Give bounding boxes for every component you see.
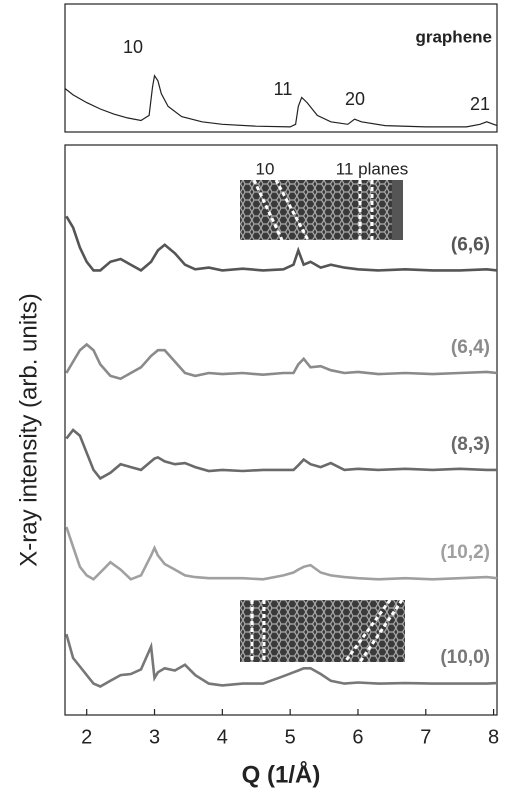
- data-line: [65, 215, 498, 272]
- x-tick-label: 3: [149, 726, 160, 748]
- annotation: 20: [345, 89, 365, 109]
- series-label: (6,6): [451, 234, 490, 255]
- x-tick-label: 2: [81, 726, 92, 748]
- x-tick-label: 7: [420, 726, 431, 748]
- annotation: 21: [470, 94, 490, 114]
- bottom-frame: [64, 144, 498, 716]
- x-tick-label: 5: [285, 726, 296, 748]
- data-line: [65, 428, 497, 481]
- data-line: [65, 526, 498, 581]
- panel-label: graphene: [415, 27, 492, 46]
- series-label: (10,0): [440, 647, 490, 668]
- x-tick-label: 4: [217, 726, 228, 748]
- annotation: 10: [256, 159, 275, 178]
- annotation: 11: [274, 79, 293, 99]
- data-line: [65, 342, 498, 381]
- series-label: (10,2): [440, 542, 490, 563]
- x-tick-label: 8: [488, 726, 499, 748]
- data-line: [65, 633, 498, 688]
- annotation: 11 planes: [336, 159, 408, 178]
- x-axis-label: Q (1/Å): [242, 760, 321, 788]
- inset-top: [240, 179, 403, 241]
- series-label: (6,4): [451, 337, 490, 358]
- y-axis-label: X-ray intensity (arb. units): [15, 293, 42, 566]
- annotation: 10: [123, 37, 143, 57]
- top-frame: [64, 3, 498, 133]
- data-line: [64, 74, 498, 128]
- inset-bottom: [240, 599, 405, 663]
- x-tick-label: 6: [352, 726, 363, 748]
- series-label: (8,3): [451, 434, 490, 455]
